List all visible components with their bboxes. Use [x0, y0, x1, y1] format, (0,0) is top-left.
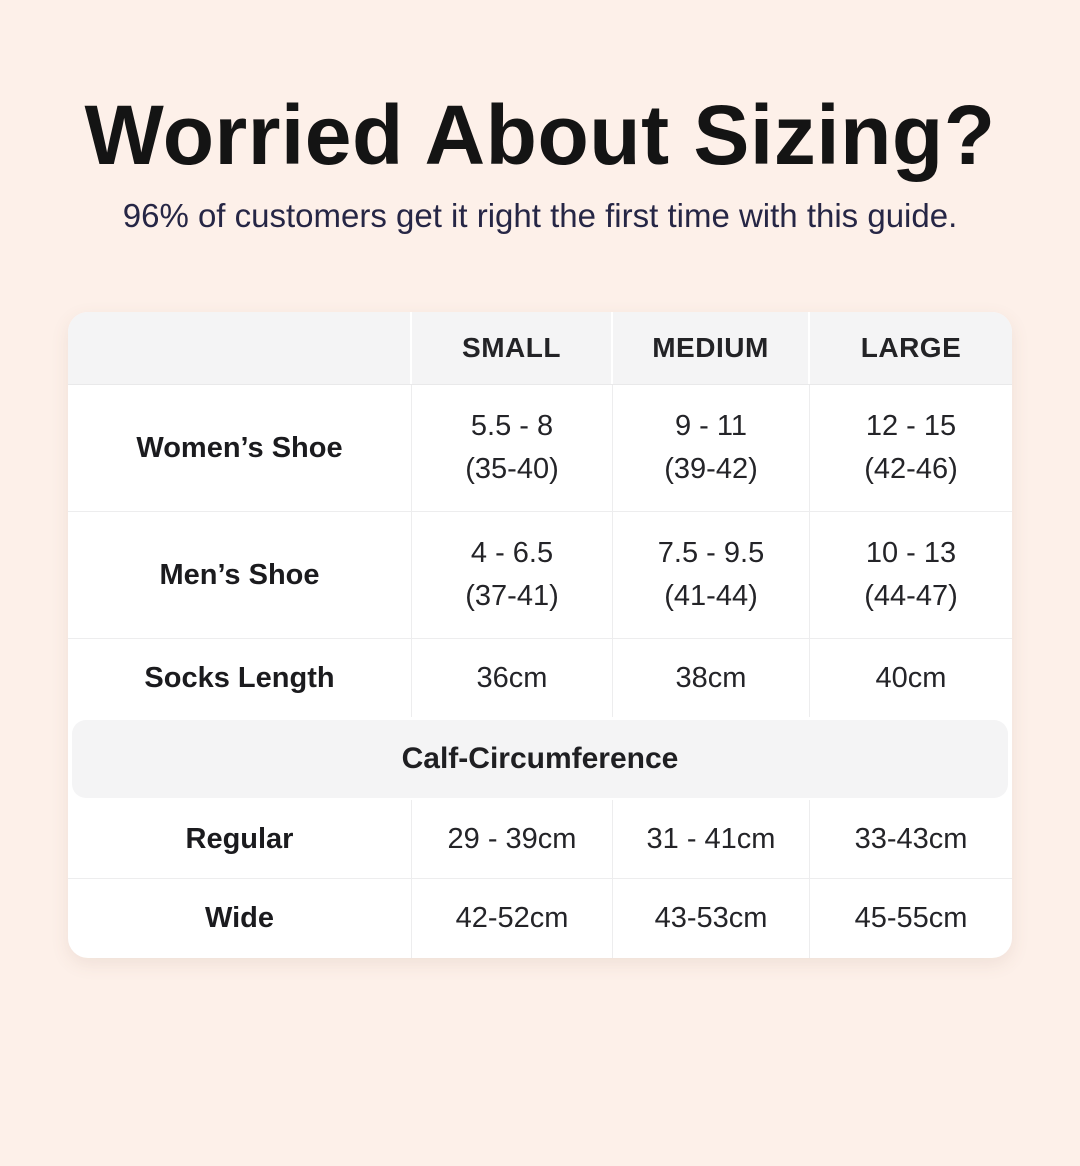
table-cell-wide-small: 42-52cm — [412, 879, 613, 959]
table-cell-socks-medium: 38cm — [613, 639, 810, 718]
row-label-mens-shoe: Men’s Shoe — [68, 512, 412, 639]
cell-eu-range: (42-46) — [864, 453, 958, 486]
table-cell-womens-small: 5.5 - 8 (35-40) — [412, 385, 613, 512]
table-cell-regular-small: 29 - 39cm — [412, 800, 613, 879]
cell-us-range: 7.5 - 9.5 — [657, 536, 765, 569]
row-label-wide: Wide — [68, 879, 412, 959]
page-title: Worried About Sizing? — [84, 88, 996, 182]
cell-us-range: 12 - 15 — [865, 409, 957, 442]
size-table-card: SMALL MEDIUM LARGE Women’s Shoe 5.5 - 8 … — [68, 312, 1012, 959]
table-cell-wide-large: 45-55cm — [854, 902, 968, 935]
row-label-socks-length: Socks Length — [68, 639, 412, 718]
header-empty-cell — [68, 312, 412, 385]
row-label-womens-shoe: Women’s Shoe — [68, 385, 412, 512]
table-cell-womens-medium: 9 - 11 (39-42) — [613, 385, 810, 512]
header-medium: MEDIUM — [613, 312, 810, 385]
table-row-mens-shoe: Men’s Shoe 4 - 6.5 (37-41) 7.5 - 9.5 (41… — [68, 512, 1012, 640]
table-row-womens-shoe: Women’s Shoe 5.5 - 8 (35-40) 9 - 11 (39-… — [68, 385, 1012, 513]
table-row-socks-length: Socks Length 36cm 38cm 40cm — [68, 639, 1012, 718]
cell-us-range: 4 - 6.5 — [470, 536, 554, 569]
section-header-calf-circumference: Calf-Circumference — [72, 720, 1008, 799]
cell-us-range: 9 - 11 — [674, 409, 747, 442]
header-small: SMALL — [412, 312, 613, 385]
table-cell-wide-medium: 43-53cm — [613, 879, 810, 959]
header-large: LARGE — [860, 332, 962, 364]
table-cell-socks-large: 40cm — [875, 661, 947, 694]
table-cell-mens-small: 4 - 6.5 (37-41) — [412, 512, 613, 639]
table-header-row: SMALL MEDIUM LARGE — [68, 312, 1012, 386]
cell-eu-range: (44-47) — [864, 580, 958, 613]
cell-us-range: 10 - 13 — [865, 536, 957, 569]
table-row-regular: Regular 29 - 39cm 31 - 41cm 33-43cm — [68, 800, 1012, 880]
table-cell-socks-small: 36cm — [412, 639, 613, 718]
table-cell-womens-large: 12 - 15 (42-46) — [810, 385, 1012, 511]
cell-eu-range: (41-44) — [664, 580, 758, 613]
sizing-guide-infographic: Worried About Sizing? 96% of customers g… — [0, 86, 1080, 959]
cell-eu-range: (37-41) — [465, 580, 559, 613]
cell-eu-range: (39-42) — [664, 453, 758, 486]
table-row-wide: Wide 42-52cm 43-53cm 45-55cm — [68, 879, 1012, 959]
row-label-regular: Regular — [68, 800, 412, 879]
table-cell-regular-medium: 31 - 41cm — [613, 800, 810, 879]
table-cell-mens-large: 10 - 13 (44-47) — [810, 512, 1012, 638]
cell-eu-range: (35-40) — [465, 453, 559, 486]
cell-us-range: 5.5 - 8 — [470, 409, 554, 442]
table-cell-regular-large: 33-43cm — [854, 822, 968, 855]
page-subtitle: 96% of customers get it right the first … — [122, 197, 958, 235]
table-cell-mens-medium: 7.5 - 9.5 (41-44) — [613, 512, 810, 639]
